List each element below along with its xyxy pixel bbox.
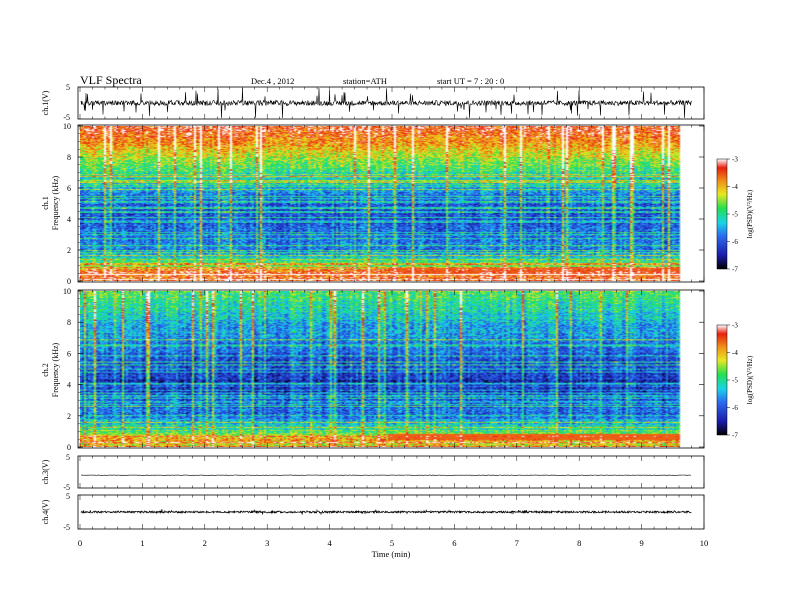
ch4-ylabel: ch.4(V) — [41, 499, 50, 524]
ch2-frequency-label: Frequency (kHz) — [51, 342, 60, 397]
colorbar-tick-label: -4 — [732, 183, 738, 191]
ch2-colorbar-bar — [716, 324, 728, 436]
ch1-ytick-bottom: -5 — [63, 113, 70, 122]
ch1-channel-label: ch.1 — [41, 196, 50, 210]
colorbar-tick-label: -3 — [732, 156, 738, 164]
x-tick-label: 3 — [265, 538, 269, 548]
frequency-tick-label: 4 — [67, 215, 71, 224]
colorbar-tick-label: -4 — [732, 349, 738, 357]
ch4-ytick-bottom: -5 — [63, 523, 70, 532]
colorbar-tick-label: -7 — [732, 432, 738, 440]
ch4-ytick-top: 5 — [66, 492, 70, 501]
frequency-tick-label: 6 — [67, 184, 71, 193]
ch1-spectrogram-image — [80, 126, 692, 281]
ch2-colorbar-ticks: -3 -4 -5 -6 -7 — [727, 322, 738, 440]
frequency-tick-label: 0 — [67, 277, 71, 286]
colorbar-tick-label: -6 — [732, 238, 738, 246]
colorbar-tick-label: -7 — [732, 266, 738, 274]
ch1-colorbar-label: log(PSD)(V²/Hz) — [746, 189, 754, 238]
frequency-tick-label: 4 — [67, 381, 71, 390]
ch1-waveform-panel: 5 -5 ch.1(V) — [41, 83, 705, 122]
colorbar-tick-label: -5 — [732, 377, 738, 385]
x-tick-label: 6 — [452, 538, 456, 548]
ch3-ytick-top: 5 — [66, 453, 70, 462]
frequency-tick-label: 10 — [63, 122, 71, 131]
x-tick-label: 0 — [78, 538, 82, 548]
ch2-spectrogram-image — [80, 291, 692, 447]
ch1-spectrogram-panel: 0 2 4 6 8 10 ch.1 Frequency (kHz) — [41, 122, 705, 286]
frequency-tick-label: 2 — [67, 246, 71, 255]
frequency-tick-label: 2 — [67, 412, 71, 421]
ch2-channel-label: ch.2 — [41, 363, 50, 377]
ch1-waveform-trace — [80, 87, 692, 119]
ch2-spectrogram-panel: 0 2 4 6 8 10 ch.2 Frequency (kHz) — [41, 287, 705, 452]
x-tick-label: 5 — [390, 538, 394, 548]
ch1-ylabel: ch.1(V) — [41, 90, 50, 115]
ch1-colorbar: -3 -4 -5 -6 -7 log(PSD)(V²/Hz) — [716, 156, 754, 274]
x-tick-label: 7 — [515, 538, 519, 548]
ch4-waveform-panel: 5 -5 ch.4(V) — [41, 492, 705, 532]
frequency-tick-label: 8 — [67, 318, 71, 327]
ch1-frequency-ticks: 0 2 4 6 8 10 — [63, 122, 704, 286]
time-tick-marks — [79, 87, 705, 529]
station-label: station=ATH — [343, 76, 387, 86]
ch1-colorbar-bar — [716, 158, 728, 270]
ch4-waveform-frame — [77, 494, 705, 530]
ch3-ytick-bottom: -5 — [63, 483, 70, 492]
ch1-frequency-label: Frequency (kHz) — [51, 175, 60, 230]
x-tick-label: 4 — [327, 538, 332, 548]
frequency-tick-label: 0 — [67, 443, 71, 452]
frequency-tick-label: 10 — [63, 287, 71, 296]
x-axis-tick-labels: 0 1 2 3 4 5 6 7 8 9 10 — [78, 538, 708, 548]
x-tick-label: 10 — [700, 538, 709, 548]
figure-title: VLF Spectra — [80, 73, 142, 87]
x-tick-label: 8 — [577, 538, 581, 548]
colorbar-tick-label: -3 — [732, 322, 738, 330]
x-axis-label: Time (min) — [372, 549, 411, 559]
header: VLF Spectra Dec.4 , 2012 station=ATH sta… — [80, 73, 504, 87]
ch2-colorbar: -3 -4 -5 -6 -7 log(PSD)(V²/Hz) — [716, 322, 754, 440]
frequency-tick-label: 6 — [67, 349, 71, 358]
colorbar-tick-label: -6 — [732, 404, 738, 412]
start-ut-label: start UT = 7 : 20 : 0 — [437, 76, 504, 86]
date-label: Dec.4 , 2012 — [251, 76, 294, 86]
ch1-waveform-frame — [77, 86, 705, 120]
ch3-waveform-frame — [77, 455, 705, 489]
ch2-colorbar-label: log(PSD)(V²/Hz) — [746, 355, 754, 404]
ch1-ytick-top: 5 — [66, 83, 70, 92]
ch3-ylabel: ch.3(V) — [41, 459, 50, 484]
ch4-waveform-trace — [80, 508, 692, 516]
ch1-colorbar-ticks: -3 -4 -5 -6 -7 — [727, 156, 738, 274]
ch2-frequency-ticks: 0 2 4 6 8 10 — [63, 287, 704, 452]
ch3-waveform-panel: 5 -5 ch.3(V) — [41, 453, 705, 492]
x-tick-label: 9 — [639, 538, 643, 548]
x-tick-label: 1 — [140, 538, 144, 548]
x-tick-label: 2 — [203, 538, 207, 548]
frequency-tick-label: 8 — [67, 153, 71, 162]
colorbar-tick-label: -5 — [732, 211, 738, 219]
